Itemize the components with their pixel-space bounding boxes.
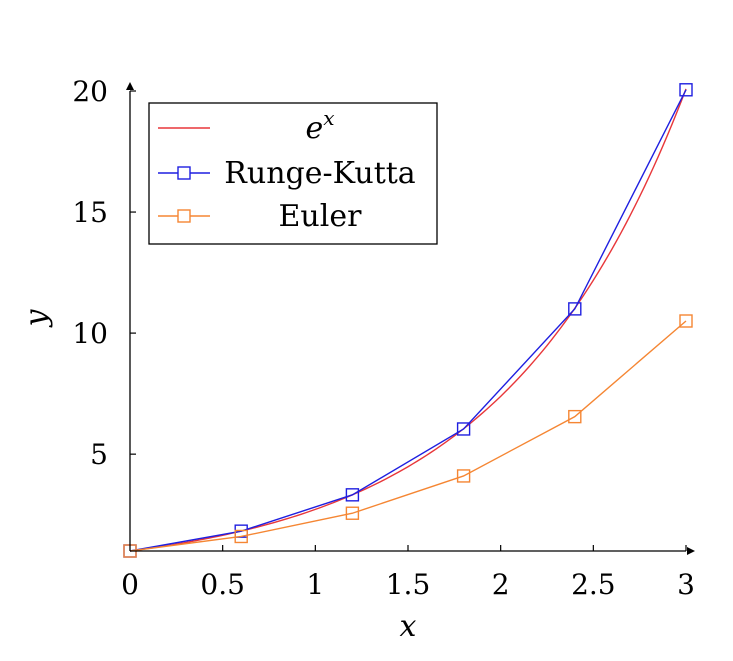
x-tick-label: 2 [492, 568, 510, 601]
legend-label-runge-kutta: Runge-Kutta [224, 156, 416, 191]
series-line-runge-kutta [129, 89, 687, 552]
y-tick-label: 5 [90, 438, 108, 471]
y-tick-label: 10 [72, 317, 108, 350]
y-axis-arrow [126, 82, 134, 90]
y-tick-label: 15 [72, 196, 108, 229]
data-point-runge-kutta [679, 83, 693, 97]
series-line-e-x [129, 88, 687, 552]
data-point-runge-kutta [568, 302, 582, 316]
data-point-euler [568, 409, 582, 424]
data-point-euler [345, 506, 360, 520]
y-axis-label: y [19, 308, 54, 328]
legend-label-euler: Euler [279, 199, 363, 234]
axes: 0 0.5 1 1.5 2 2.5 3 5 10 15 20 x y [19, 75, 695, 644]
legend-marker-euler [177, 209, 191, 223]
x-tick-label: 0 [121, 568, 139, 601]
x-tick-label: 2.5 [571, 568, 616, 601]
x-axis-arrow [687, 547, 695, 555]
x-axis-label: x [400, 609, 417, 644]
series-line-euler [129, 320, 687, 552]
y-tick-label: 20 [72, 75, 108, 108]
plot-area [123, 83, 693, 558]
legend-marker-runge-kutta [177, 166, 191, 180]
legend-label-e-x: ex [305, 106, 334, 146]
data-point-runge-kutta [345, 488, 360, 502]
x-tick-label: 3 [677, 568, 695, 601]
data-point-euler [456, 469, 471, 483]
x-tick-label: 1.5 [386, 568, 431, 601]
data-point-euler [234, 529, 248, 544]
legend: ex Runge-Kutta Euler [148, 102, 438, 245]
x-tick-label: 0.5 [200, 568, 245, 601]
data-point-runge-kutta [456, 422, 471, 436]
data-point-euler [679, 314, 693, 328]
x-tick-label: 1 [306, 568, 324, 601]
